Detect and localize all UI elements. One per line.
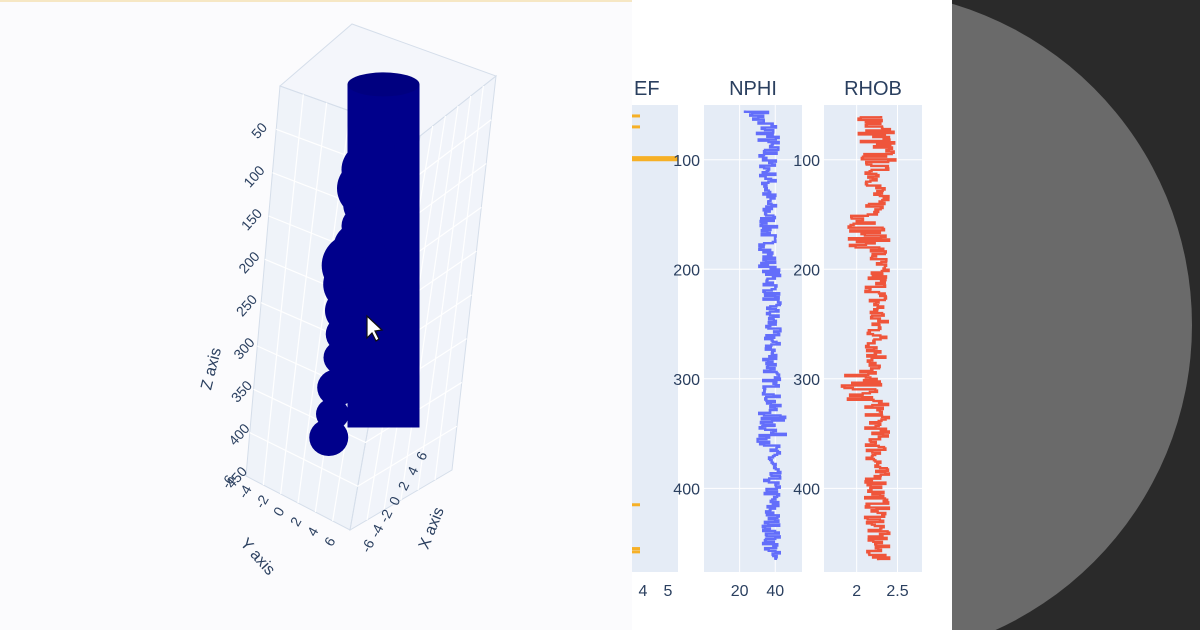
y-axis-title: Y axis	[237, 535, 279, 579]
rhob-track-title: RHOB	[844, 78, 902, 100]
z-tick-label: 50	[248, 119, 270, 141]
nphi-log-curve	[743, 110, 788, 560]
nphi-x-tick: 40	[766, 583, 784, 600]
rhob-x-tick: 2.5	[886, 583, 908, 600]
marker-point	[309, 418, 349, 457]
ef-x-tick: 5	[664, 583, 673, 600]
z-tick-label: 150	[238, 205, 266, 233]
x-tick-label: -6	[358, 537, 378, 555]
x-tick-label: -4	[367, 522, 387, 540]
marker-point	[317, 369, 357, 407]
side-backdrop	[952, 0, 1200, 630]
backdrop-shape	[952, 3, 1192, 630]
nphi-x-tick: 20	[731, 583, 749, 600]
grid-line	[417, 95, 472, 491]
plot-3d-panel: 50 100 150 200 250 300 350 400 450 -6 -4 -2 0 2 4 6 -6 -4…	[0, 0, 632, 630]
z-axis-title: Z axis	[198, 346, 225, 392]
log-tracks: 210-1EF45NPHI2040100200300400RHOB22.5100…	[632, 78, 922, 600]
nphi-y-tick: 400	[673, 481, 700, 498]
well-log-charts[interactable]: 210-1EF45NPHI2040100200300400RHOB22.5100…	[632, 0, 952, 630]
rhob-y-tick: 300	[793, 372, 820, 389]
y-tick-label: 4	[304, 524, 322, 539]
rhob-y-tick: 400	[793, 481, 820, 498]
nphi-track-title: NPHI	[729, 78, 777, 100]
ef-track-bg	[632, 105, 678, 572]
grid-line	[262, 94, 304, 486]
marker-layer	[309, 72, 420, 457]
nphi-y-tick: 100	[673, 153, 700, 170]
well-log-panel: 210-1EF45NPHI2040100200300400RHOB22.5100…	[632, 0, 952, 630]
z-tick-label: 250	[233, 291, 261, 319]
y-tick-label: 0	[270, 504, 288, 519]
rhob-log-curve	[840, 116, 897, 561]
y-tick-label: 2	[287, 514, 305, 529]
ef-x-tick: 4	[639, 583, 648, 600]
z-tick-label: 350	[228, 377, 256, 405]
mouse-cursor-icon	[366, 314, 384, 342]
y-tick-label: 6	[321, 534, 339, 549]
z-tick-label: 200	[235, 248, 263, 276]
rhob-x-tick: 2	[852, 583, 861, 600]
marker-cap	[347, 72, 420, 97]
z-tick-label: 100	[240, 162, 268, 190]
z-tick-label: 300	[230, 334, 258, 362]
grey-disc-shape	[952, 3, 1192, 630]
ef-track-title: EF	[634, 78, 660, 100]
nphi-y-tick: 300	[673, 372, 700, 389]
marker-point	[323, 340, 360, 375]
x-axis-title: X axis	[416, 505, 448, 552]
grid-line	[434, 85, 484, 481]
rhob-y-tick: 100	[793, 153, 820, 170]
rhob-y-tick: 200	[793, 262, 820, 279]
grid-line	[280, 102, 328, 495]
nphi-y-tick: 200	[673, 262, 700, 279]
nphi-track-bg	[704, 105, 802, 572]
top-divider	[0, 0, 632, 2]
grid-line	[400, 105, 459, 501]
rhob-track-bg	[824, 105, 922, 572]
y-tick-label: -2	[252, 492, 272, 511]
